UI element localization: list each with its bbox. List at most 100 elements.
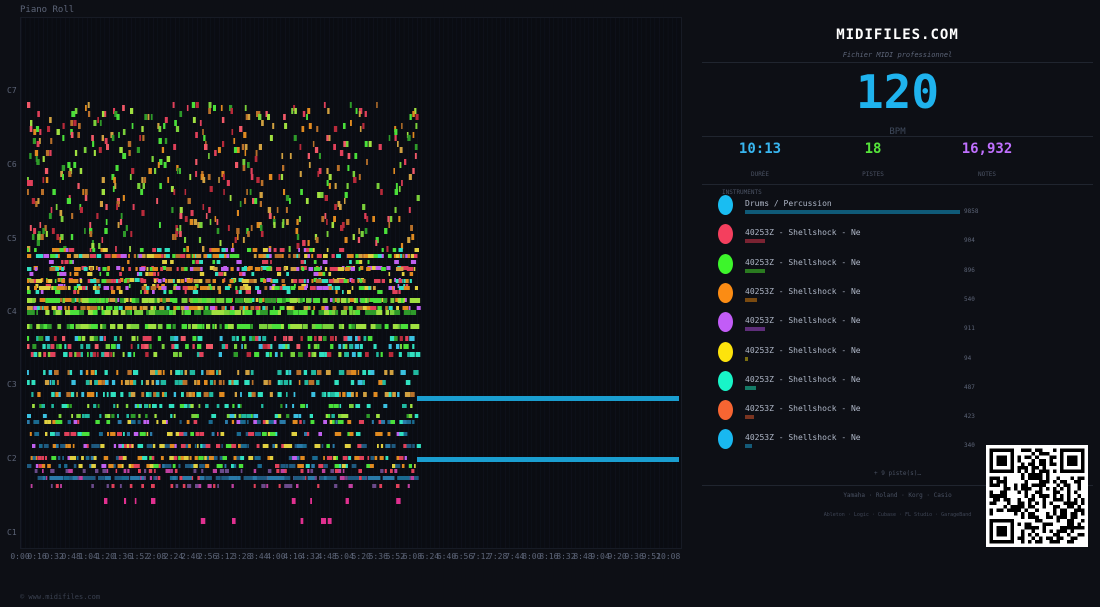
midi-note	[286, 414, 290, 418]
instrument-row[interactable]: 40253Z - Shellshock - Ne 340	[718, 429, 1018, 455]
instrument-color-dot	[718, 224, 733, 245]
midi-note	[71, 380, 76, 385]
midi-note	[57, 266, 62, 270]
midi-note	[55, 204, 58, 210]
midi-note	[333, 144, 336, 150]
midi-note	[362, 204, 366, 210]
midi-note	[406, 267, 414, 271]
midi-note	[396, 344, 400, 349]
midi-note	[181, 324, 187, 329]
midi-note	[306, 298, 312, 303]
midi-note	[232, 306, 235, 310]
midi-note	[95, 469, 99, 473]
time-label: 3:12	[215, 552, 235, 561]
midi-note	[80, 306, 86, 310]
midi-note	[224, 324, 230, 329]
midi-note	[282, 286, 290, 290]
midi-note	[407, 484, 410, 488]
instrument-row[interactable]: 40253Z - Shellshock - Ne 896	[718, 253, 1018, 280]
midi-note	[243, 324, 251, 329]
midi-note	[410, 404, 413, 408]
software-brands: Ableton · Logic · Cubase · FL Studio · G…	[823, 512, 972, 518]
midi-note	[60, 216, 64, 222]
instrument-row[interactable]: 40253Z - Shellshock - Ne 904	[718, 224, 1018, 250]
midi-note	[200, 518, 206, 524]
midi-note	[392, 248, 397, 252]
midi-note	[198, 237, 202, 243]
midi-note	[217, 286, 221, 290]
instrument-row[interactable]: 40253Z - Shellshock - Ne 423	[718, 400, 1018, 426]
midi-note	[110, 279, 114, 283]
midi-note	[184, 216, 188, 222]
instrument-row[interactable]: 40253Z - Shellshock - Ne 94	[718, 341, 1018, 368]
midi-note	[163, 162, 167, 168]
midi-note	[103, 392, 105, 397]
midi-note	[253, 420, 258, 424]
midi-note	[130, 414, 136, 418]
instrument-note-count: 423	[964, 413, 975, 421]
midi-note	[312, 248, 315, 252]
midi-note	[407, 237, 411, 243]
midi-note	[269, 432, 277, 436]
midi-note	[61, 272, 67, 276]
midi-note	[322, 298, 328, 303]
instrument-row[interactable]: Drums / Percussion 9858	[718, 195, 1018, 221]
midi-note	[355, 108, 358, 114]
midi-note	[377, 254, 383, 258]
midi-note	[129, 484, 133, 488]
midi-note	[44, 380, 50, 385]
midi-note	[154, 168, 157, 174]
midi-note	[219, 336, 223, 341]
midi-note	[32, 344, 37, 349]
midi-note	[199, 222, 203, 228]
midi-note	[289, 464, 296, 468]
midi-note	[273, 248, 277, 252]
midi-note	[300, 336, 303, 341]
midi-note	[55, 444, 59, 448]
midi-note	[286, 392, 288, 397]
midi-note	[36, 279, 43, 283]
midi-note	[311, 380, 315, 385]
midi-note	[164, 444, 171, 448]
octave-label: C4	[7, 307, 17, 316]
midi-note	[414, 286, 418, 290]
midi-note	[316, 380, 320, 385]
midi-note	[221, 306, 226, 310]
time-label: 2:40	[180, 552, 201, 561]
midi-note	[42, 177, 45, 183]
midi-note	[102, 248, 108, 252]
midi-note	[143, 476, 146, 480]
instrument-note-bar	[745, 297, 757, 302]
midi-note	[311, 254, 314, 258]
time-label: 4:32	[300, 552, 320, 561]
midi-note	[122, 153, 125, 159]
midi-note	[89, 254, 96, 258]
midi-note	[324, 213, 327, 219]
midi-note	[81, 392, 85, 397]
midi-note	[36, 336, 39, 341]
midi-note	[387, 420, 394, 424]
midi-note	[405, 298, 407, 302]
midi-note	[154, 476, 158, 480]
midi-note	[349, 102, 352, 108]
midi-note	[82, 254, 90, 258]
midi-note	[263, 279, 267, 283]
midi-note	[180, 336, 186, 341]
midi-note	[175, 432, 180, 436]
midi-note	[302, 324, 308, 329]
instrument-row[interactable]: 40253Z - Shellshock - Ne 540	[718, 282, 1018, 309]
midi-note	[224, 286, 230, 290]
midi-note	[71, 298, 75, 303]
midi-note	[397, 284, 400, 288]
midi-note	[132, 204, 135, 210]
midi-note	[58, 464, 61, 468]
midi-note	[192, 290, 199, 294]
piano-roll-canvas[interactable]	[20, 17, 682, 549]
midi-note	[98, 432, 103, 436]
midi-note	[371, 476, 381, 480]
instrument-row[interactable]: 40253Z - Shellshock - Ne 911	[718, 312, 1018, 338]
midi-note	[366, 404, 371, 408]
instrument-row[interactable]: 40253Z - Shellshock - Ne 487	[718, 370, 1018, 397]
midi-note	[127, 469, 130, 473]
midi-note	[408, 174, 412, 180]
